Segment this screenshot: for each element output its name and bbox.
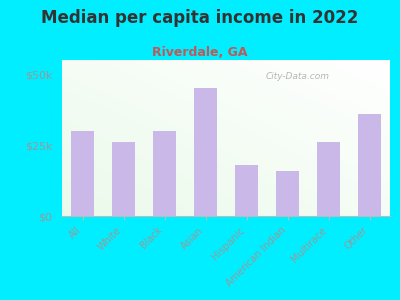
- Bar: [235, 165, 258, 216]
- Bar: [317, 142, 340, 216]
- Bar: [153, 131, 176, 216]
- Text: Riverdale, GA: Riverdale, GA: [152, 46, 248, 59]
- Bar: [276, 171, 299, 216]
- Bar: [194, 88, 217, 216]
- Text: City-Data.com: City-Data.com: [265, 73, 329, 82]
- Bar: [71, 131, 94, 216]
- Bar: [358, 114, 381, 216]
- Text: Median per capita income in 2022: Median per capita income in 2022: [41, 9, 359, 27]
- Bar: [112, 142, 135, 216]
